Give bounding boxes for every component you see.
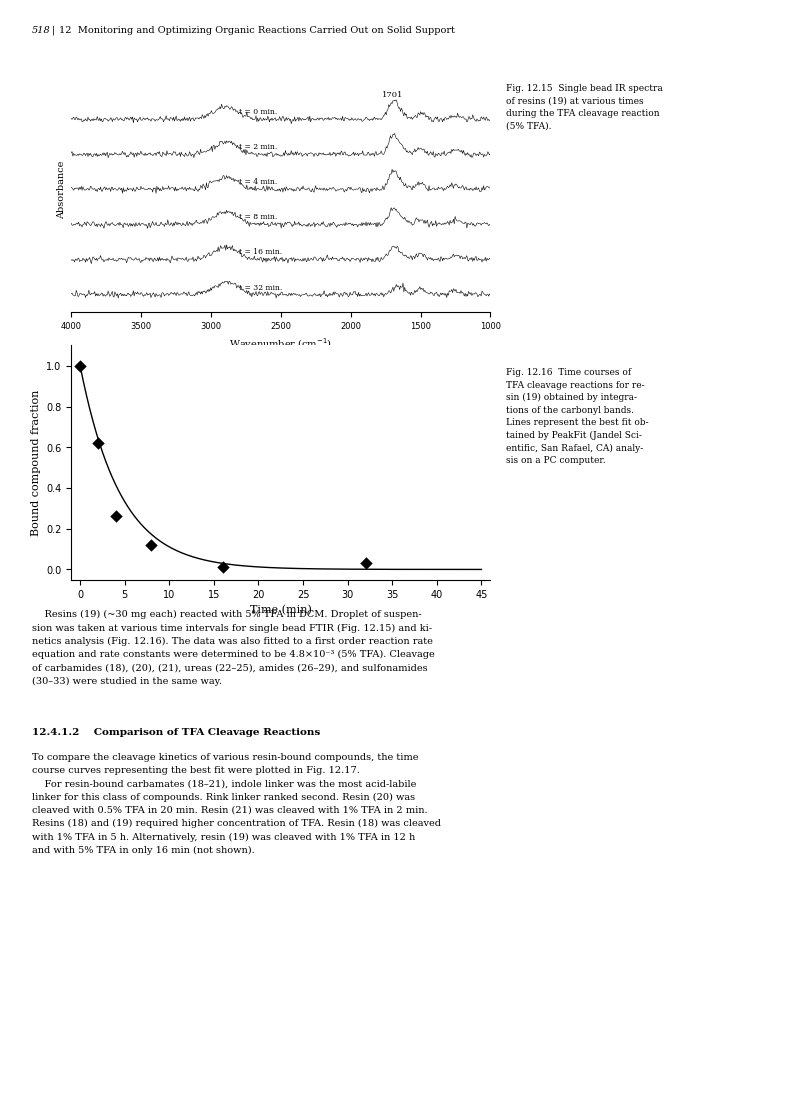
Text: Fig. 12.16  Time courses of
TFA cleavage reactions for re-
sin (19) obtained by : Fig. 12.16 Time courses of TFA cleavage … <box>506 368 648 465</box>
Text: t = 0 min.: t = 0 min. <box>239 108 276 116</box>
Text: t = 32 min.: t = 32 min. <box>239 283 282 291</box>
Text: To compare the cleavage kinetics of various resin-bound compounds, the time
cour: To compare the cleavage kinetics of vari… <box>32 753 440 855</box>
Point <box>145 536 157 554</box>
Text: |: | <box>51 26 55 36</box>
Text: t = 8 min.: t = 8 min. <box>239 213 276 222</box>
Text: Resins (19) (~30 mg each) reacted with 5% TFA in DCM. Droplet of suspen-
sion wa: Resins (19) (~30 mg each) reacted with 5… <box>32 610 434 686</box>
Text: 12  Monitoring and Optimizing Organic Reactions Carried Out on Solid Support: 12 Monitoring and Optimizing Organic Rea… <box>59 26 455 35</box>
Text: 1701: 1701 <box>382 90 403 99</box>
Point <box>92 435 104 453</box>
Point <box>73 357 86 375</box>
Text: 518: 518 <box>32 26 51 35</box>
Text: 12.4.1.2    Comparison of TFA Cleavage Reactions: 12.4.1.2 Comparison of TFA Cleavage Reac… <box>32 728 319 737</box>
Text: t = 2 min.: t = 2 min. <box>239 143 276 152</box>
Y-axis label: Bound compound fraction: Bound compound fraction <box>31 389 40 536</box>
X-axis label: Time (min): Time (min) <box>250 605 311 615</box>
Text: t = 4 min.: t = 4 min. <box>239 178 276 186</box>
Point <box>359 554 371 572</box>
X-axis label: Wavenumber (cm$^{-1}$): Wavenumber (cm$^{-1}$) <box>229 337 332 351</box>
Y-axis label: Absorbance: Absorbance <box>57 161 66 219</box>
Point <box>109 507 122 525</box>
Text: t = 16 min.: t = 16 min. <box>239 249 282 256</box>
Text: Fig. 12.15  Single bead IR spectra
of resins (19) at various times
during the TF: Fig. 12.15 Single bead IR spectra of res… <box>506 84 662 130</box>
Point <box>216 559 229 576</box>
